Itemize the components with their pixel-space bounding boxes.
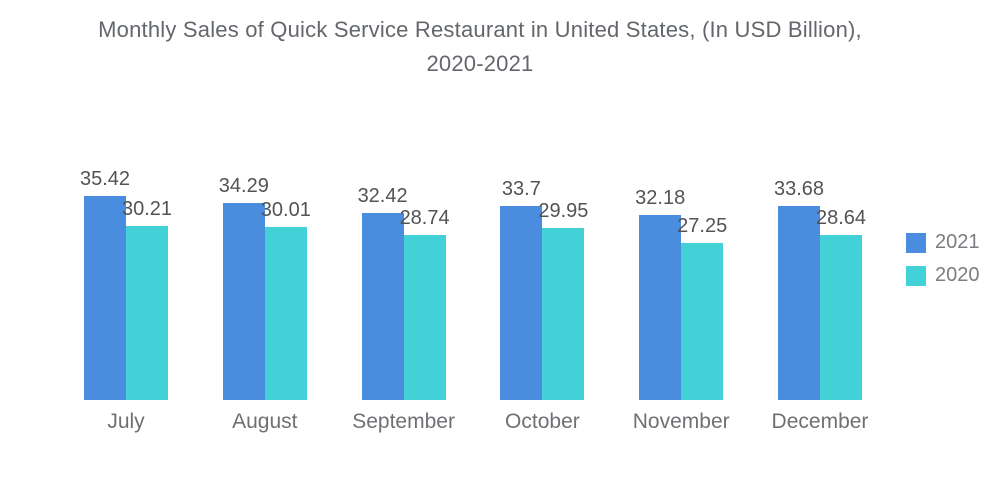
x-axis-label-december: December [771, 410, 869, 433]
bar-value-label-2021-november: 32.18 [635, 186, 686, 209]
legend-label-2021: 2021 [935, 231, 980, 253]
bar-group-july: 35.42 30.21 July [80, 160, 172, 433]
bar-2021-december[interactable]: 33.68 [774, 178, 824, 400]
x-axis-label-september: September [352, 410, 455, 433]
chart-title-line2: 2020-2021 [426, 51, 534, 76]
plot-area: 35.42 30.21 July 34.29 30.01 August 32.42 28.74… [80, 160, 869, 433]
legend: 2021 2020 [906, 231, 980, 287]
legend-swatch-2021 [906, 232, 926, 253]
bar-value-label-2020-october: 29.95 [538, 199, 589, 222]
bar-2020-september[interactable]: 28.74 [400, 207, 450, 400]
legend-swatch-2020 [906, 265, 926, 286]
x-axis-label-august: August [232, 410, 298, 433]
bar-value-label-2020-july: 30.21 [121, 198, 173, 221]
bar-value-label-2021-july: 35.42 [79, 168, 131, 191]
bar-value-label-2021-december: 33.68 [773, 178, 825, 201]
bar-2021-november[interactable]: 32.18 [635, 187, 685, 400]
chart-title-line1: Monthly Sales of Quick Service Restauran… [98, 17, 862, 42]
bar-value-label-2020-september: 28.74 [399, 206, 450, 229]
chart-title: Monthly Sales of Quick Service Restauran… [0, 13, 960, 81]
x-axis-label-october: October [505, 410, 580, 433]
bar-value-label-2020-november: 27.25 [677, 215, 728, 238]
bar-value-label-2021-august: 34.29 [218, 174, 269, 197]
bar-2021-august[interactable]: 34.29 [219, 175, 269, 400]
bar-value-label-2021-september: 32.42 [357, 185, 408, 208]
bar-2021-october[interactable]: 33.7 [500, 178, 543, 400]
bar-group-november: 32.18 27.25 November [633, 160, 730, 433]
bar-value-label-2020-august: 30.01 [260, 199, 311, 222]
bar-value-label-2021-october: 33.7 [501, 178, 541, 200]
bar-2021-july[interactable]: 35.42 [80, 168, 130, 400]
bar-group-august: 34.29 30.01 August [219, 160, 311, 433]
x-axis-label-july: July [107, 410, 145, 433]
bar-2020-november[interactable]: 27.25 [677, 215, 727, 400]
bar-group-october: 33.7 29.95 October [500, 160, 588, 433]
legend-item-2021[interactable]: 2021 [906, 231, 980, 254]
bar-group-september: 32.42 28.74 September [352, 160, 455, 433]
bar-2020-october[interactable]: 29.95 [538, 200, 588, 400]
legend-label-2020: 2020 [935, 264, 980, 286]
x-axis-label-november: November [632, 410, 730, 433]
bar-2020-december[interactable]: 28.64 [816, 207, 866, 400]
bar-2021-september[interactable]: 32.42 [358, 185, 408, 400]
bar-2020-july[interactable]: 30.21 [122, 198, 172, 400]
legend-item-2020[interactable]: 2020 [906, 264, 980, 287]
bar-2020-august[interactable]: 30.01 [261, 199, 311, 400]
bar-value-label-2020-december: 28.64 [815, 207, 867, 230]
bar-group-december: 33.68 28.64 December [772, 160, 869, 433]
